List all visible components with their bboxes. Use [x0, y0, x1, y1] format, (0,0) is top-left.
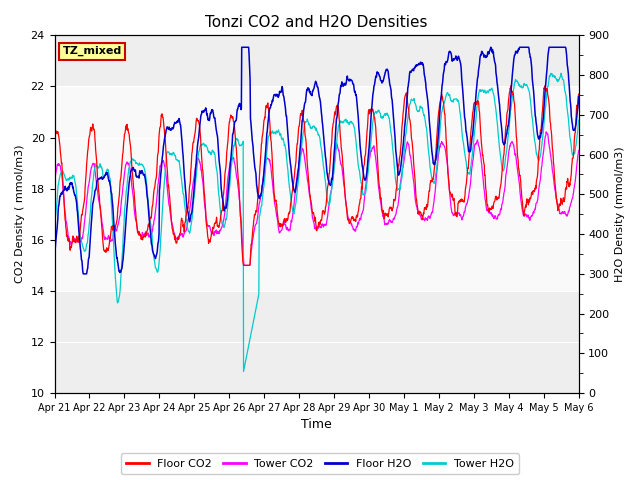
Text: TZ_mixed: TZ_mixed	[62, 46, 122, 56]
Y-axis label: H2O Density (mmol/m3): H2O Density (mmol/m3)	[615, 146, 625, 282]
Y-axis label: CO2 Density ( mmol/m3): CO2 Density ( mmol/m3)	[15, 145, 25, 284]
Legend: Floor CO2, Tower CO2, Floor H2O, Tower H2O: Floor CO2, Tower CO2, Floor H2O, Tower H…	[121, 453, 519, 474]
Title: Tonzi CO2 and H2O Densities: Tonzi CO2 and H2O Densities	[205, 15, 428, 30]
Bar	[54, 86, 579, 291]
X-axis label: Time: Time	[301, 419, 332, 432]
